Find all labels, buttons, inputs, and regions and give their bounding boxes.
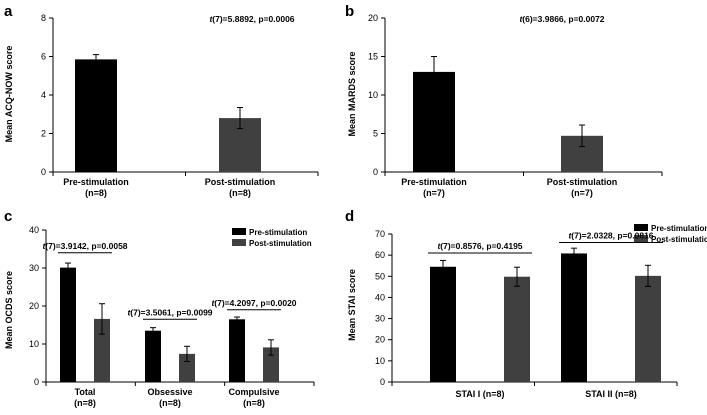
- stat-text: (7)=2.0328, p=0.0816: [571, 230, 654, 240]
- legend-label-post-d: Post-stimulation: [651, 235, 707, 244]
- x-category-label-a: Pre-stimulation: [63, 177, 129, 187]
- y-tick-label-a: 0: [41, 167, 46, 177]
- bar-b-pre: [413, 71, 455, 172]
- panel-label-b: b: [345, 3, 354, 20]
- panel-label-d: d: [345, 208, 354, 225]
- x-category-label-a: Post-stimulation: [205, 177, 276, 187]
- legend-swatch-post-c: [232, 239, 246, 246]
- stat-annotation-a: t(7)=5.8892, p=0.0006: [209, 14, 294, 24]
- bar-c-pre: [145, 330, 161, 382]
- legend-swatch-pre-c: [232, 228, 246, 235]
- x-category-label-c: Obsessive: [147, 387, 192, 397]
- stat-annotation-c: t(7)=3.5061, p=0.0099: [127, 307, 212, 317]
- y-tick-label-c: 0: [34, 377, 39, 387]
- legend-label-pre-c: Pre-stimulation: [249, 228, 307, 237]
- stat-italic: t: [437, 241, 441, 251]
- stat-italic: t: [568, 230, 572, 240]
- y-tick-label-c: 40: [29, 225, 39, 235]
- x-category-label-c: Compulsive: [228, 387, 279, 397]
- x-category-n-c: (n=8): [243, 398, 265, 408]
- legend-d: Pre-stimulation Post-stimulation: [634, 224, 707, 244]
- x-category-n-a: (n=8): [85, 188, 107, 198]
- stat-annotation-c: t(7)=3.9142, p=0.0058: [42, 241, 127, 251]
- y-tick-label-d: 40: [375, 292, 385, 302]
- legend-c: Pre-stimulation Post-stimulation: [232, 228, 312, 248]
- y-tick-label-d: 70: [375, 229, 385, 239]
- stat-text: (7)=0.8576, p=0.4195: [440, 241, 523, 251]
- y-tick-label-a: 6: [41, 52, 46, 62]
- y-tick-label-b: 15: [368, 52, 378, 62]
- plot-area-d: 0 10 20 30 40 50 60 70 STAI I (n=8) STAI II (n=8)…: [375, 229, 678, 399]
- y-tick-label-c: 10: [29, 339, 39, 349]
- bar-d-post: [504, 276, 530, 382]
- plot-area-b: 05101520Pre-stimulation(n=7)Post-stimula…: [368, 13, 663, 198]
- y-tick-label-a: 8: [41, 13, 46, 23]
- stat-text: (7)=3.9142, p=0.0058: [45, 241, 128, 251]
- y-tick-label-b: 10: [368, 90, 378, 100]
- x-category-n-c: (n=8): [74, 398, 96, 408]
- x-category-n-b: (n=7): [571, 188, 593, 198]
- plot-area-c: 010203040Total(n=8)Obsessive(n=8)Compuls…: [29, 225, 315, 408]
- bar-d-post: [635, 275, 661, 382]
- y-tick-label-c: 20: [29, 301, 39, 311]
- y-tick-label-d: 30: [375, 314, 385, 324]
- legend-label-pre-d: Pre-stimulation: [651, 224, 707, 233]
- y-tick-label-c: 30: [29, 263, 39, 273]
- stat-text: (7)=4.2097, p=0.0020: [214, 298, 297, 308]
- bar-c-post: [179, 353, 195, 382]
- bar-c-pre: [60, 267, 76, 382]
- legend-label-post-c: Post-stimulation: [249, 239, 312, 248]
- legend-swatch-pre-d: [634, 224, 648, 231]
- bar-c-pre: [229, 319, 245, 382]
- legend-swatch-post-d: [634, 235, 648, 242]
- plot-area-a: 02468Pre-stimulation(n=8)Post-stimulatio…: [41, 13, 319, 198]
- stat-italic: t: [127, 307, 131, 317]
- y-tick-label-b: 5: [373, 129, 378, 139]
- stat-text: (7)=3.5061, p=0.0099: [130, 307, 213, 317]
- y-axis-label-c: Mean OCDS score: [4, 271, 14, 349]
- stat-italic: t: [211, 298, 215, 308]
- bar-c-post: [94, 318, 110, 382]
- bar-d-pre: [430, 266, 456, 382]
- y-axis-label-d: Mean STAI score: [347, 269, 357, 341]
- stat-annotation-d: t(7)=0.8576, p=0.4195: [437, 241, 522, 251]
- y-tick-label-b: 0: [373, 167, 378, 177]
- stat-annotation-c: t(7)=4.2097, p=0.0020: [211, 298, 296, 308]
- stat-annotation-d: t(7)=2.0328, p=0.0816: [568, 230, 653, 240]
- y-axis-label-a: Mean ACQ-NOW score: [4, 46, 14, 143]
- x-category-label-c: Total: [75, 387, 96, 397]
- y-tick-label-d: 0: [380, 377, 385, 387]
- bar-c-post: [263, 347, 279, 382]
- x-category-label-d: STAI II (n=8): [585, 389, 637, 399]
- y-tick-label-b: 20: [368, 13, 378, 23]
- y-tick-label-a: 4: [41, 90, 46, 100]
- x-category-label-b: Post-stimulation: [547, 177, 618, 187]
- panel-label-c: c: [4, 208, 12, 225]
- x-category-label-b: Pre-stimulation: [401, 177, 467, 187]
- x-category-label-d: STAI I (n=8): [455, 389, 504, 399]
- y-tick-label-a: 2: [41, 129, 46, 139]
- x-category-n-c: (n=8): [159, 398, 181, 408]
- bar-a-pre: [75, 59, 117, 173]
- x-category-n-a: (n=8): [229, 188, 251, 198]
- y-tick-label-d: 10: [375, 356, 385, 366]
- stat-annotation-b: t(6)=3.9866, p=0.0072: [519, 14, 604, 24]
- bar-d-pre: [561, 253, 587, 382]
- y-axis-label-b: Mean MARDS score: [347, 51, 357, 136]
- y-tick-label-d: 20: [375, 335, 385, 345]
- y-tick-label-d: 50: [375, 271, 385, 281]
- panel-label-a: a: [4, 3, 13, 20]
- x-category-n-b: (n=7): [423, 188, 445, 198]
- stat-italic: t: [42, 241, 46, 251]
- y-tick-label-d: 60: [375, 250, 385, 260]
